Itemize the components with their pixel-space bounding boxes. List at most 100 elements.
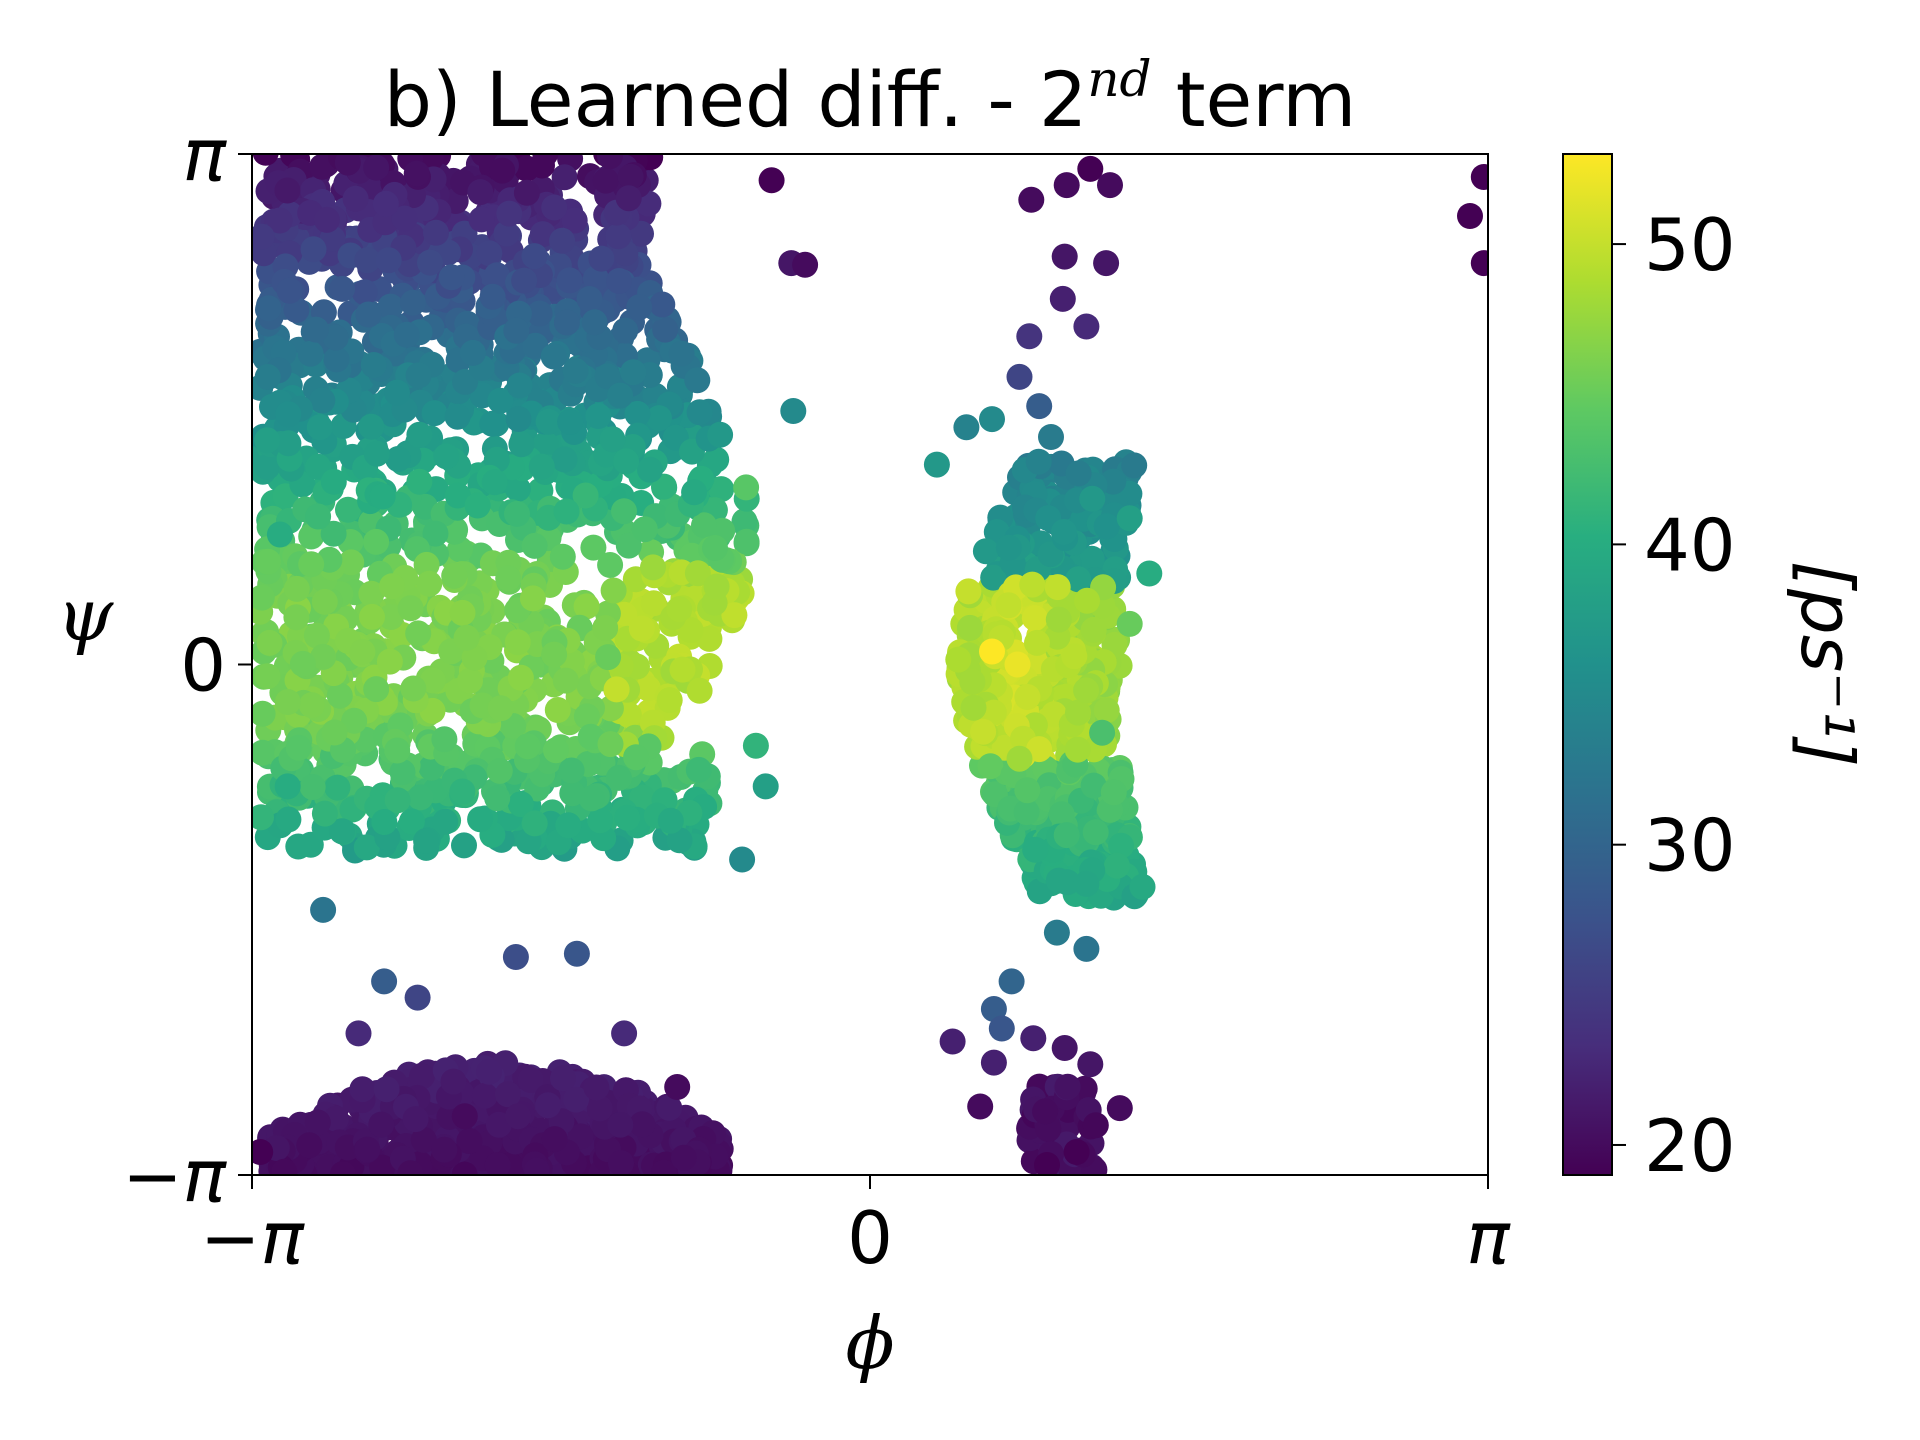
data-point [549,543,576,570]
data-point [972,538,999,565]
data-point [334,154,361,176]
data-point [504,629,531,656]
data-point [651,1159,677,1175]
data-point [303,316,329,343]
data-point [377,604,404,630]
data-point [329,275,356,302]
data-point [467,806,494,833]
data-point [377,293,404,320]
data-point [298,692,325,719]
data-point [453,624,480,651]
data-point [562,357,589,384]
data-point [457,667,483,694]
data-point [368,1111,395,1138]
data-point [553,498,580,525]
data-point [405,620,432,647]
data-point [385,446,412,472]
data-point [375,247,402,274]
data-point [410,1127,437,1153]
data-point [666,827,693,854]
data-point [405,362,432,389]
data-point [1045,606,1072,633]
data-point [1073,677,1100,704]
data-point [606,268,632,294]
data-point [398,808,425,835]
data-point [585,403,612,429]
data-point [599,426,626,453]
x-tick-label: −π [200,1196,305,1280]
data-point [1065,699,1091,726]
data-point [1014,777,1041,804]
data-point [558,757,585,784]
data-point [581,309,608,336]
data-point [256,629,283,656]
data-point [461,644,488,671]
data-point [1104,852,1130,879]
data-point [1108,832,1135,859]
data-point [1065,566,1092,593]
data-point [404,984,431,1011]
data-point [274,773,301,800]
data-point [313,206,340,233]
data-point [371,809,398,835]
data-point [535,1092,562,1119]
data-point [1045,867,1072,894]
data-point [1106,1095,1133,1122]
data-point [254,663,281,690]
data-point [1077,1051,1104,1078]
data-point [733,474,760,501]
data-point [353,834,380,861]
data-point [285,833,312,860]
data-point [1121,452,1148,479]
data-point [979,638,1005,665]
data-point [605,223,632,250]
data-point [551,164,578,191]
data-point [266,521,293,548]
data-point [620,359,647,386]
data-point [629,784,656,811]
data-point [1026,878,1053,905]
data-point [780,398,807,424]
data-point [255,548,281,575]
data-point [363,676,390,703]
data-point [1013,799,1040,826]
data-point [528,453,555,480]
data-point [289,650,316,677]
y-tick-label: 0 [180,624,226,708]
data-point [1019,571,1046,598]
data-point [505,1103,532,1130]
data-point [303,622,330,649]
data-point [403,160,430,187]
data-point [541,194,568,221]
data-point [634,675,661,702]
data-point [484,785,511,812]
data-point [391,205,418,232]
data-point [468,206,495,233]
data-point [373,1076,400,1103]
data-point [335,496,361,523]
data-point [960,694,987,721]
data-point [980,564,1007,591]
data-point [451,1103,478,1130]
data-point [1093,250,1120,277]
data-point [275,806,302,833]
data-point [400,675,427,702]
data-point [550,1065,576,1092]
data-point [572,482,599,509]
data-point [1089,719,1116,746]
data-point [615,185,642,212]
data-point [484,262,510,289]
data-point [624,400,651,427]
data-point [476,240,503,267]
data-point [376,648,403,675]
data-point [379,573,405,600]
data-point [555,812,582,839]
data-point [691,512,717,539]
data-point [980,1049,1007,1076]
data-point [702,535,728,561]
data-point [521,243,548,270]
data-point [479,283,506,310]
data-point [573,593,600,620]
colorbar-tick-label: 30 [1644,804,1736,888]
data-point [923,451,950,478]
